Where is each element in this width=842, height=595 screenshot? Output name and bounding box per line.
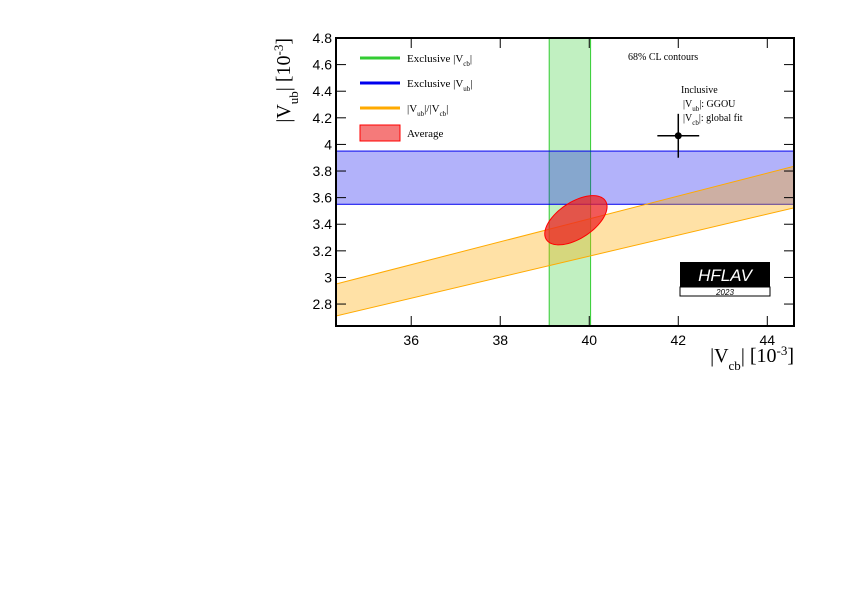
legend-label-part: | [446, 103, 448, 115]
legend-label-part: ub [463, 85, 471, 93]
y-tick-label: 2.8 [313, 296, 333, 312]
point-label: |Vcb|: global fit [683, 113, 743, 127]
point-label-part: ub [692, 105, 700, 113]
plot-frame [335, 37, 795, 327]
legend-swatch [359, 124, 401, 142]
point-label-part: |: GGOU [699, 99, 736, 110]
legend-label-part: |/|V [424, 103, 439, 115]
legend-label: |Vub|/|Vcb| [407, 103, 448, 118]
y-tick-label: 3.6 [313, 190, 333, 206]
x-tick-label: 36 [403, 332, 419, 348]
y-tick-label: 3.2 [313, 243, 333, 259]
point-label-part: |V [683, 113, 693, 124]
y-tick-label: 4 [324, 136, 332, 152]
legend-label-part: Exclusive |V [407, 78, 463, 90]
x-tick-label: 40 [581, 332, 597, 348]
legend-label: Exclusive |Vcb| [407, 53, 472, 68]
point [674, 132, 682, 140]
x-tick-label: 42 [670, 332, 686, 348]
vub-band [336, 150, 794, 205]
point-label: |Vub|: GGOU [683, 99, 736, 113]
average-ellipse [544, 195, 608, 246]
point-label-part: cb [692, 119, 699, 127]
y-tick-label: 4.2 [313, 110, 333, 126]
legend-label-part: | [470, 78, 472, 90]
legend-label-part: |V [407, 103, 417, 115]
y-tick-label: 3.4 [313, 216, 333, 232]
y-tick-label: 4.4 [313, 83, 333, 99]
point-label-part: Inclusive [681, 85, 718, 96]
vcb-band [548, 38, 592, 326]
legend-label-part: cb [440, 110, 447, 118]
legend-label-part: | [470, 53, 472, 65]
y-tick-label: 4.8 [313, 30, 333, 46]
x-axis-title: |Vcb| [10-3] [710, 343, 794, 373]
point-label: Inclusive [681, 85, 718, 96]
legend-label-part: Average [407, 128, 444, 140]
legend-label: Exclusive |Vub| [407, 78, 472, 93]
point-label-part: |V [683, 99, 693, 110]
point-label-part: |: global fit [699, 113, 743, 124]
x-tick-label: 44 [760, 332, 776, 348]
legend-label: Average [407, 128, 444, 140]
legend-label-part: cb [463, 60, 470, 68]
y-tick-label: 4.6 [313, 57, 333, 73]
legend-label-part: ub [417, 110, 425, 118]
annotation: 68% CL contours [628, 52, 698, 63]
logo-box [680, 262, 770, 287]
y-tick-label: 3 [324, 269, 332, 285]
x-tick-label: 38 [492, 332, 508, 348]
legend-label-part: Exclusive |V [407, 53, 463, 65]
logo-title: HFLAV [698, 266, 754, 285]
logo-year: 2023 [715, 288, 734, 297]
logo-year-box [679, 286, 771, 297]
y-tick-label: 3.8 [313, 163, 333, 179]
y-axis-title: |Vub| [10-3] [271, 38, 301, 123]
